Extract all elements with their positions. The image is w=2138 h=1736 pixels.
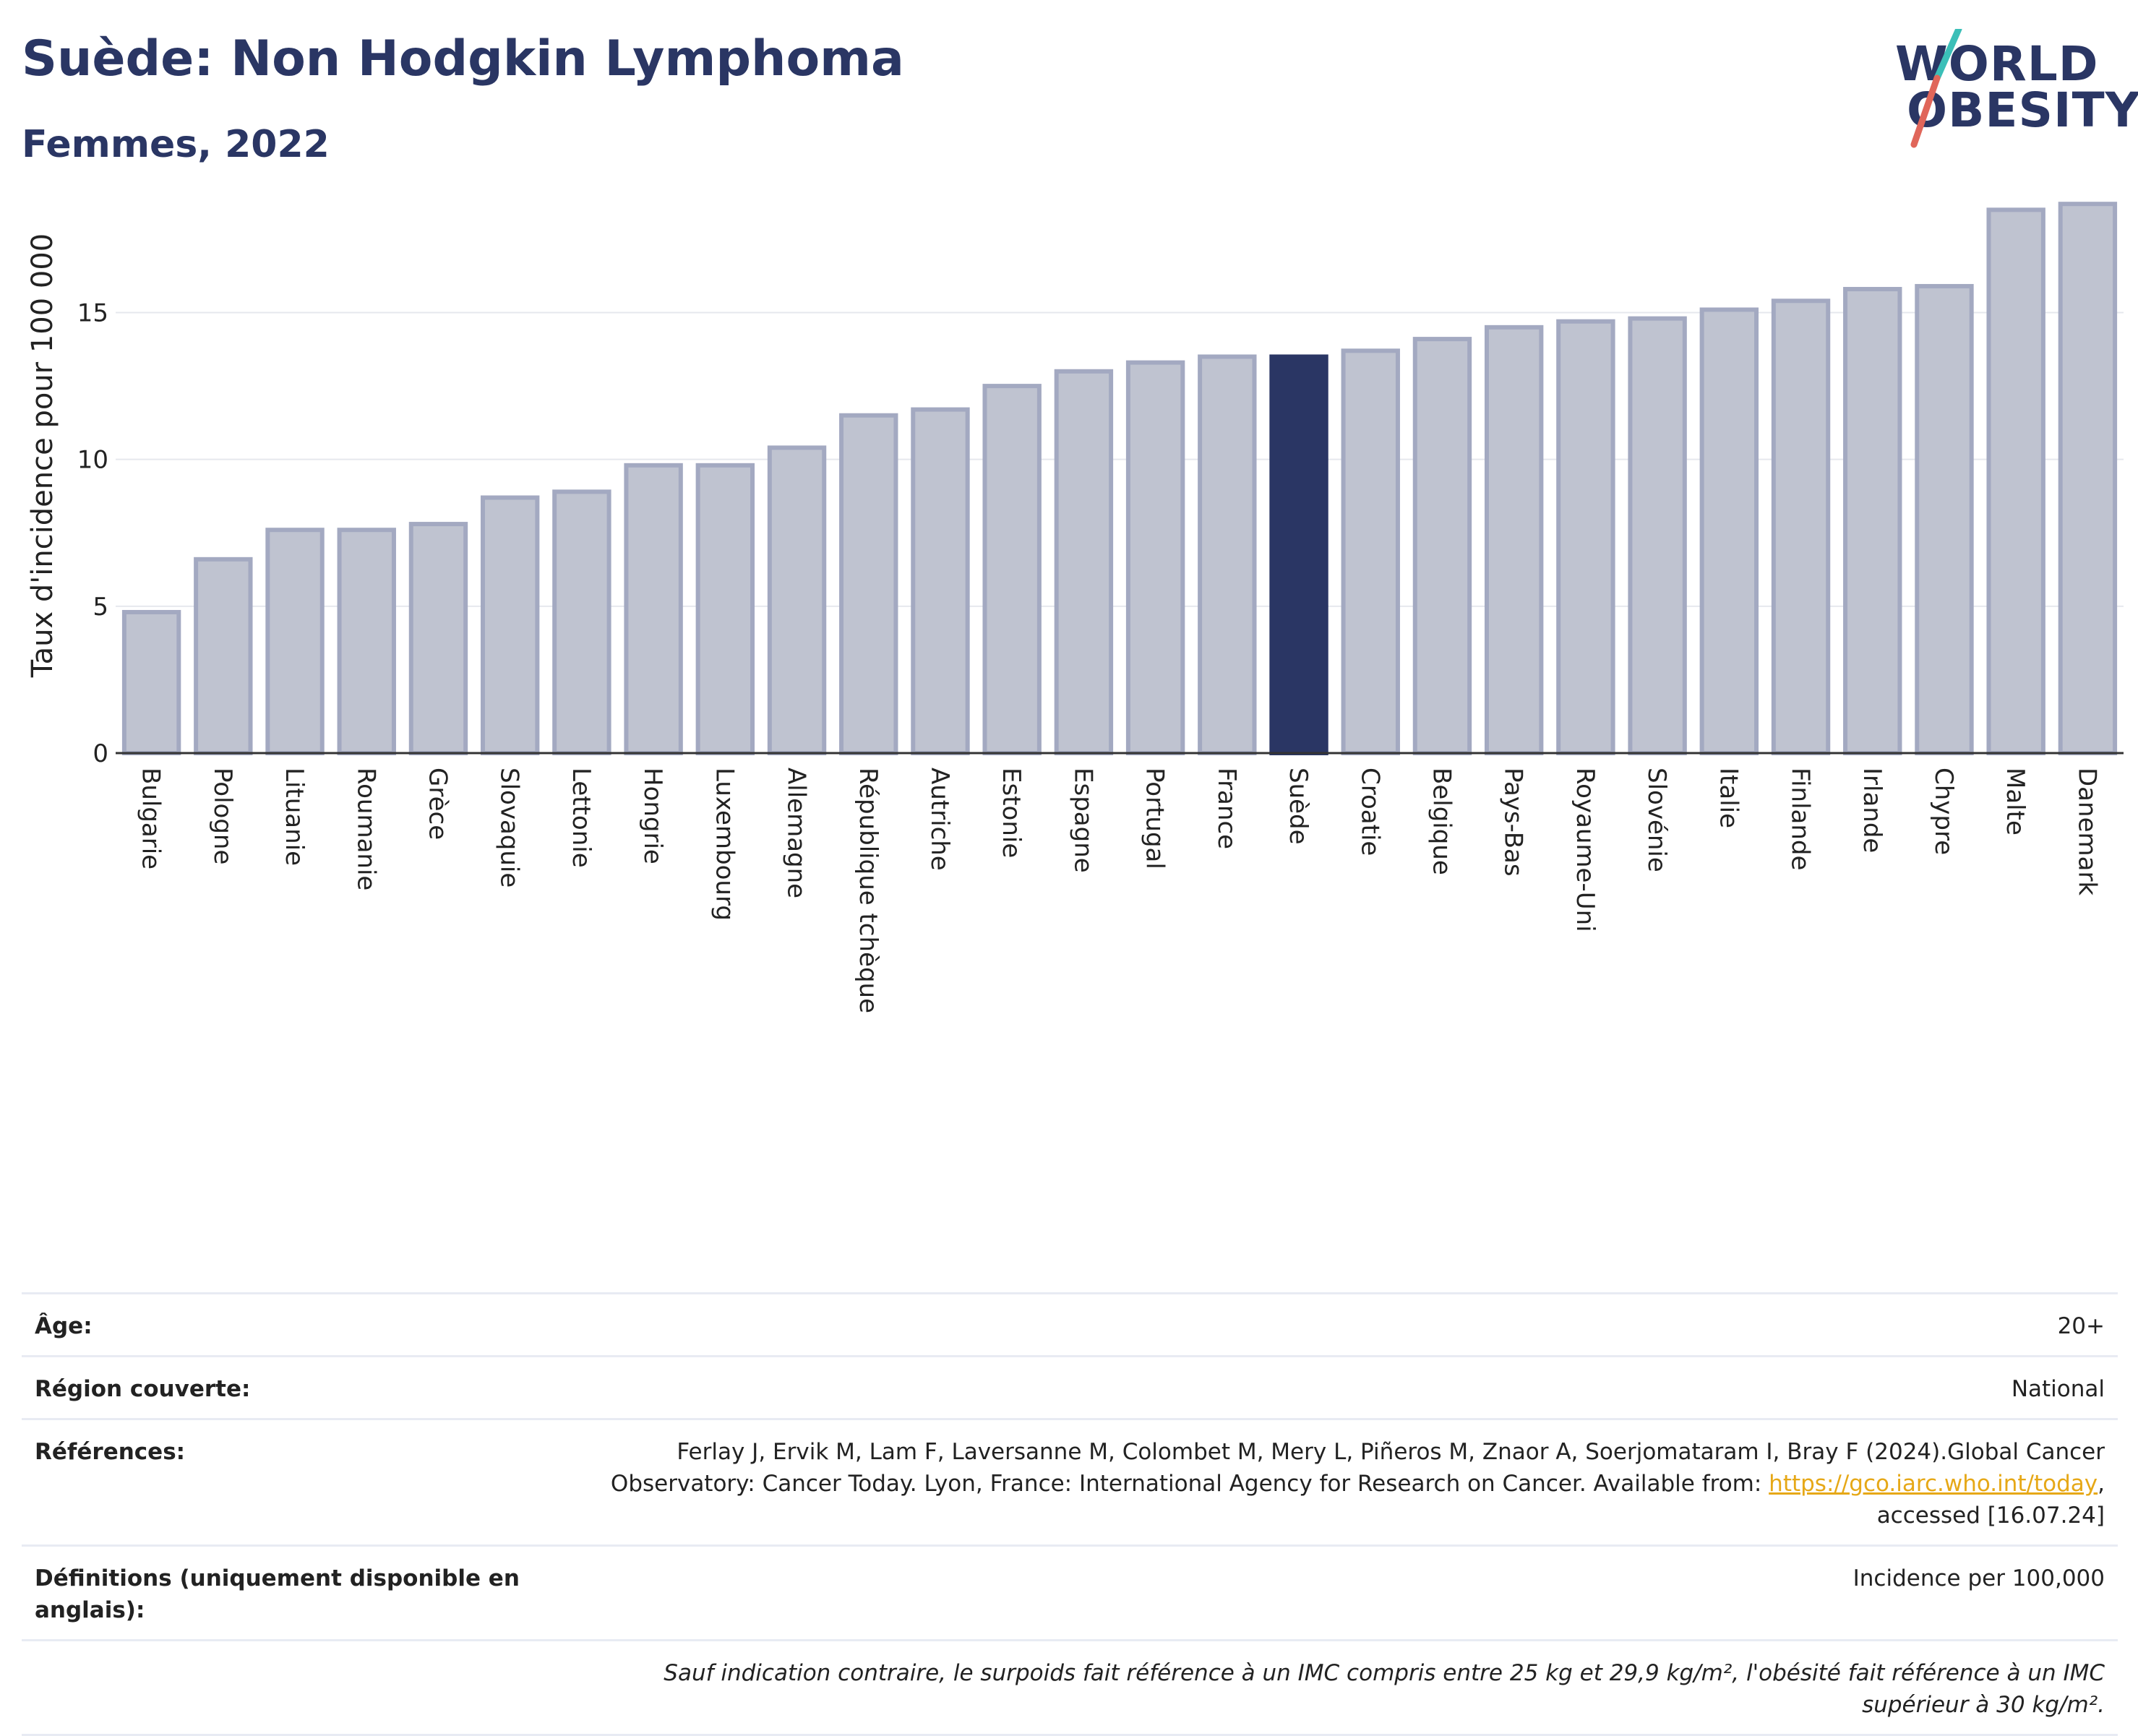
bar-autriche[interactable] <box>911 407 970 755</box>
world-obesity-logo: WORLD OBESITY <box>1886 29 2138 152</box>
info-row-definitions: Définitions (uniquement disponible en an… <box>22 1544 2118 1639</box>
y-axis-label: Taux d'incidence pour 100 000 <box>26 233 59 678</box>
y-axis-ticks: 0 5 10 15 <box>77 299 108 768</box>
x-category-label: Malte <box>2001 768 2030 835</box>
x-category-label: Autriche <box>925 768 954 871</box>
references-text-1: Ferlay J, Ervik M, Lam F, Laversanne M, … <box>677 1439 2105 1465</box>
info-row-age: Âge: 20+ <box>22 1292 2118 1355</box>
bar-malte[interactable] <box>1986 207 2045 755</box>
x-category-label: Roumanie <box>351 768 380 890</box>
x-category-label: Slovaquie <box>495 768 524 888</box>
x-axis-labels: Bulgarie Pologne Lituanie Roumanie Grèce Slov… <box>137 768 2102 1013</box>
age-value: 20+ <box>2057 1313 2105 1339</box>
logo-slash-icon <box>1910 29 1962 148</box>
x-category-label: Espagne <box>1068 768 1097 873</box>
page-title: Suède: Non Hodgkin Lymphoma <box>22 30 904 87</box>
bar-finlande[interactable] <box>1771 298 1831 755</box>
page-subtitle: Femmes, 2022 <box>22 123 330 166</box>
x-category-label: Lituanie <box>280 768 309 866</box>
bar-france[interactable] <box>1198 354 1257 755</box>
x-category-label: Italie <box>1714 768 1743 828</box>
region-label: Région couverte: <box>35 1376 251 1402</box>
bar-luxembourg[interactable] <box>695 463 755 755</box>
bar-hongrie[interactable] <box>624 463 683 755</box>
definitions-value: Incidence per 100,000 <box>1852 1565 2105 1591</box>
definitions-label: Définitions (uniquement disponible en an… <box>35 1565 520 1623</box>
bar-lettonie[interactable] <box>552 489 611 755</box>
bar-danemark[interactable] <box>2058 202 2118 756</box>
bar-pays-bas[interactable] <box>1484 325 1544 755</box>
bar-grèce[interactable] <box>408 522 468 755</box>
bar-slovénie[interactable] <box>1628 316 1687 755</box>
bar-italie[interactable] <box>1699 307 1759 756</box>
x-category-label: République tchèque <box>854 768 883 1013</box>
bar-république-tchèque[interactable] <box>839 413 898 755</box>
y-tick-label: 0 <box>93 739 108 768</box>
x-category-label: Hongrie <box>638 768 667 864</box>
info-row-region: Région couverte: National <box>22 1355 2118 1418</box>
chart-bars <box>121 202 2118 756</box>
bar-pologne[interactable] <box>194 557 253 756</box>
references-label: Références: <box>35 1439 186 1465</box>
bar-chart: 0 5 10 15 Bulgarie Pologne Lituanie Roumanie Gr… <box>26 202 2124 1013</box>
y-tick-label: 15 <box>77 299 108 328</box>
x-category-label: Bulgarie <box>137 768 166 869</box>
info-row-note: Sauf indication contraire, le surpoids f… <box>22 1639 2118 1736</box>
info-row-references: Références: Ferlay J, Ervik M, Lam F, La… <box>22 1418 2118 1544</box>
x-category-label: Grèce <box>423 768 452 840</box>
x-category-label: Royaume-Uni <box>1571 768 1600 932</box>
x-category-label: Belgique <box>1427 768 1456 875</box>
bar-royaume-uni[interactable] <box>1556 319 1615 756</box>
x-category-label: Danemark <box>2072 768 2101 895</box>
x-category-label: Slovénie <box>1642 768 1671 872</box>
references-value: Ferlay J, Ervik M, Lam F, Laversanne M, … <box>611 1436 2105 1531</box>
references-text-3: , <box>2098 1471 2105 1497</box>
x-category-label: Irlande <box>1858 768 1886 853</box>
bar-slovaquie[interactable] <box>480 495 540 755</box>
x-category-label: Croatie <box>1355 768 1384 856</box>
references-text-4: accessed [16.07.24] <box>1876 1503 2105 1529</box>
bar-allemagne[interactable] <box>767 445 827 755</box>
logo-word-1: WORLD <box>1895 36 2099 92</box>
bar-croatie[interactable] <box>1341 348 1400 756</box>
y-tick-label: 10 <box>77 446 108 475</box>
bar-lituanie[interactable] <box>265 528 325 755</box>
bar-belgique[interactable] <box>1412 337 1472 756</box>
age-label: Âge: <box>35 1313 93 1339</box>
info-table: Âge: 20+ Région couverte: National Référ… <box>22 1292 2118 1736</box>
x-category-label: Luxembourg <box>710 768 739 921</box>
x-category-label: Allemagne <box>782 768 811 898</box>
y-tick-label: 5 <box>93 593 108 622</box>
bar-roumanie[interactable] <box>337 528 396 755</box>
x-category-label: Suède <box>1284 768 1313 845</box>
x-category-label: Estonie <box>997 768 1026 858</box>
logo-word-2: OBESITY <box>1907 82 2138 138</box>
x-category-label: France <box>1212 768 1241 849</box>
bar-suède[interactable] <box>1269 354 1328 755</box>
x-category-label: Finlande <box>1786 768 1815 870</box>
x-category-label: Pays-Bas <box>1499 768 1528 877</box>
bar-espagne[interactable] <box>1054 369 1114 755</box>
bar-irlande[interactable] <box>1843 287 1902 755</box>
references-link[interactable]: https://gco.iarc.who.int/today <box>1769 1471 2098 1497</box>
bar-chypre[interactable] <box>1915 283 1974 756</box>
bar-estonie[interactable] <box>982 384 1042 755</box>
bar-portugal[interactable] <box>1125 360 1185 756</box>
region-value: National <box>2011 1376 2105 1402</box>
references-text-2: Observatory: Cancer Today. Lyon, France:… <box>610 1471 1769 1497</box>
x-category-label: Portugal <box>1141 768 1169 869</box>
x-category-label: Chypre <box>1929 768 1958 855</box>
bar-bulgarie[interactable] <box>121 609 181 756</box>
x-category-label: Pologne <box>208 768 237 864</box>
x-category-label: Lettonie <box>567 768 596 868</box>
footnote: Sauf indication contraire, le surpoids f… <box>664 1660 2105 1718</box>
